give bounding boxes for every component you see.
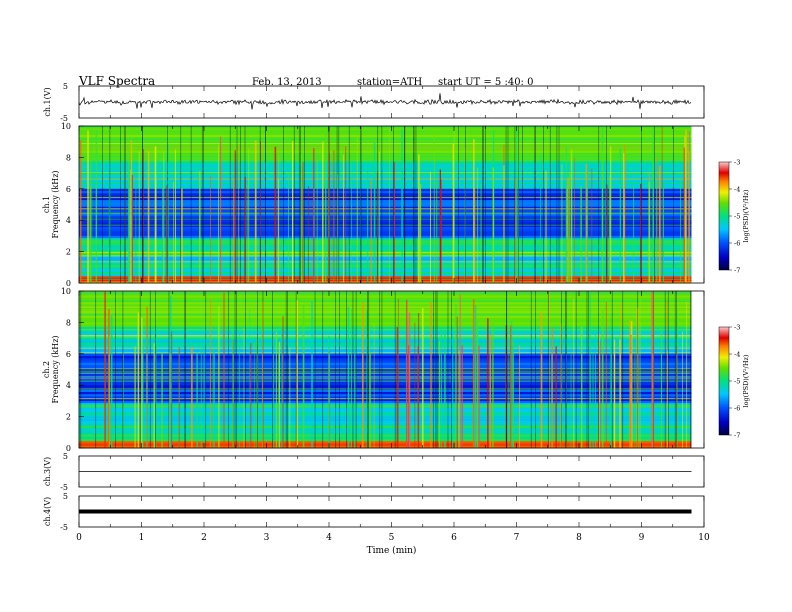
- ch4-waveform-xtick: 6: [451, 533, 457, 543]
- ch1-spectrogram-cbar-tick: -3: [734, 159, 740, 167]
- ch2-spectrogram-panel: 0 2 4 6 8 10 ch.2 Frequency (kHz) -3 -4 -5 -6 -7 log(…: [42, 287, 750, 453]
- ch2-spectrogram-colorbar: [718, 326, 730, 436]
- start-time-label: start UT = 5 :40: 0: [438, 77, 534, 88]
- ch1-spectrogram-ytick: 2: [66, 248, 71, 257]
- station-label: station=ATH: [357, 77, 423, 88]
- ch3-waveform-ylabel: ch.3(V): [43, 457, 52, 486]
- ch1-spectrogram-ylabel: ch.1: [42, 196, 51, 213]
- ch1-spectrogram-ylabel-2: Frequency (kHz): [51, 170, 60, 238]
- ch1-spectrogram-ytick: 8: [66, 153, 71, 162]
- ch2-spectrogram-ytick: 0: [66, 444, 71, 453]
- ch1-waveform-ytick: 5: [63, 82, 68, 91]
- ch4-waveform-xtick: 0: [76, 533, 82, 543]
- ch2-spectrogram-ylabel: ch.2: [42, 361, 51, 378]
- ch2-spectrogram-ylabel-2: Frequency (kHz): [51, 335, 60, 403]
- ch4-waveform-ytick: -5: [60, 523, 68, 532]
- ch2-spectrogram-cbar-tick: -4: [734, 351, 740, 359]
- ch4-waveform-xtick: 4: [326, 533, 332, 543]
- ch1-waveform-trace: [78, 93, 692, 110]
- ch1-spectrogram-ytick: 10: [61, 122, 71, 131]
- ch2-spectrogram-cbar-tick: -3: [734, 324, 740, 332]
- ch1-spectrogram-cbar-tick: -4: [734, 186, 740, 194]
- ch4-waveform-xtick: 9: [639, 533, 645, 543]
- ch4-waveform-xlabel: Time (min): [367, 545, 417, 556]
- ch2-spectrogram-ytick: 6: [66, 350, 71, 359]
- ch2-spectrogram-ytick: 8: [66, 318, 71, 327]
- ch2-spectrogram-ytick: 4: [66, 381, 71, 390]
- ch4-waveform-xtick: 10: [698, 533, 710, 543]
- ch1-spectrogram-colorbar: [718, 161, 730, 271]
- ch4-waveform-xtick: 5: [389, 533, 395, 543]
- ch4-waveform-trace: [79, 509, 692, 514]
- ch1-waveform-ylabel: ch.1(V): [43, 87, 52, 116]
- ch4-waveform-xtick: 2: [201, 533, 207, 543]
- ch1-spectrogram-cbar-tick: -5: [734, 213, 740, 221]
- ch4-waveform-xtick: 8: [576, 533, 582, 543]
- ch1-waveform-panel: 5 -5 ch.1(V): [43, 82, 705, 123]
- ch1-spectrogram-cbar-tick: -7: [734, 267, 740, 275]
- ch2-spectrogram-ytick: 10: [61, 287, 71, 296]
- ch4-waveform-ylabel: ch.4(V): [43, 497, 52, 526]
- ch2-spectrogram-ytick: 2: [66, 413, 71, 422]
- ch4-waveform-ytick: 5: [63, 492, 68, 501]
- figure-title: VLF Spectra: [79, 74, 156, 88]
- ch1-spectrogram-ytick: 6: [66, 185, 71, 194]
- ch1-spectrogram-cbar-label: log(PSD)(V²/Hz): [742, 189, 750, 242]
- ch1-waveform-ytick: -5: [60, 114, 68, 123]
- ch3-waveform-ytick: 5: [63, 452, 68, 461]
- ch4-waveform-xtick: 3: [264, 533, 270, 543]
- ch4-waveform-panel: 5 -5 ch.4(V) 0 1 2 3 4 5 6 7 8 9 10 Time (min): [43, 492, 710, 556]
- date-label: Feb. 13, 2013: [252, 77, 322, 88]
- ch2-spectrogram-cbar-tick: -5: [734, 378, 740, 386]
- ch1-spectrogram-cbar-tick: -6: [734, 240, 740, 248]
- ch1-spectrogram-ytick: 0: [66, 279, 71, 288]
- ch4-waveform-xtick: 1: [139, 533, 145, 543]
- ch1-spectrogram-panel: 0 2 4 6 8 10 ch.1 Frequency (kHz) -3 -4 -5 -6 -7 log(…: [42, 122, 750, 288]
- ch1-spectrogram-ytick: 4: [66, 216, 71, 225]
- ch3-waveform-ytick: -5: [60, 483, 68, 492]
- ch4-waveform-xtick: 7: [514, 533, 520, 543]
- ch2-spectrogram-cbar-label: log(PSD)(V²/Hz): [742, 354, 750, 407]
- ch3-waveform-panel: 5 -5 ch.3(V): [43, 452, 705, 492]
- ch2-spectrogram-cbar-tick: -6: [734, 405, 740, 413]
- ch2-spectrogram-cbar-tick: -7: [734, 432, 740, 440]
